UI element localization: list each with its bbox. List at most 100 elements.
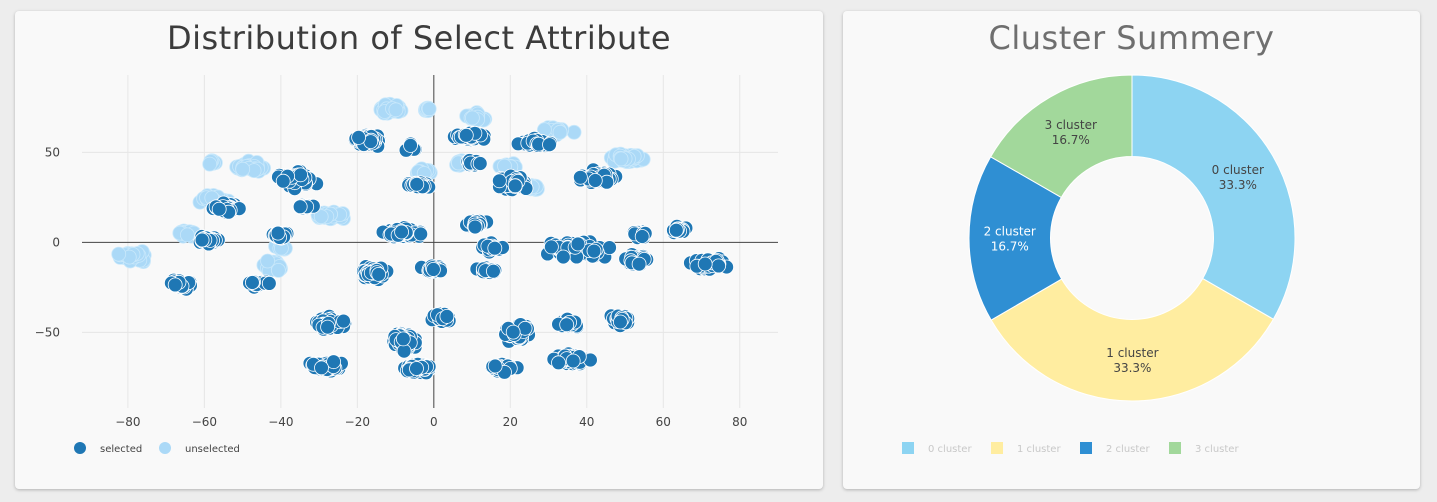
scatter-point-unselected xyxy=(270,262,286,278)
scatter-point-selected xyxy=(570,236,586,252)
scatter-point-selected xyxy=(395,331,411,347)
legend-label: 1 cluster xyxy=(1017,444,1061,455)
legend-label-unselected: unselected xyxy=(185,444,240,455)
scatter-point-selected xyxy=(551,355,566,371)
scatter-point-selected xyxy=(425,261,441,277)
scatter-point-selected xyxy=(314,360,329,376)
scatter-point-selected xyxy=(613,314,628,330)
legend-marker-selected xyxy=(74,442,86,454)
slice-percent-label: 16.7% xyxy=(991,239,1029,253)
scatter-legend[interactable]: selected unselected xyxy=(74,442,240,455)
legend-item-1[interactable]: 1 cluster xyxy=(991,442,1061,455)
scatter-point-selected xyxy=(275,173,291,189)
pie-slice-3[interactable] xyxy=(989,74,1133,199)
scatter-point-unselected xyxy=(313,209,329,225)
scatter-panel: Distribution of Select Attribute −80 −60−… xyxy=(15,11,823,489)
scatter-point-selected xyxy=(544,239,559,255)
legend-swatch xyxy=(991,442,1003,454)
scatter-point-selected xyxy=(697,256,713,272)
scatter-point-selected xyxy=(587,173,603,188)
scatter-point-unselected xyxy=(235,161,251,177)
scatter-point-unselected xyxy=(613,151,629,167)
scatter-point-selected xyxy=(409,361,424,376)
scatter-point-selected xyxy=(586,243,602,259)
scatter-point-selected xyxy=(293,167,309,183)
scatter-point-selected xyxy=(211,201,227,217)
legend-label: 0 cluster xyxy=(928,444,972,455)
pie-panel: Cluster Summery 0 cluster 33.3% 1 cluster 3… xyxy=(843,11,1420,489)
scatter-point-unselected xyxy=(421,101,437,117)
scatter-point-selected xyxy=(507,178,523,194)
slice-label: 1 cluster xyxy=(1106,346,1158,360)
scatter-point-selected xyxy=(326,354,342,370)
legend-item-unselected[interactable]: unselected xyxy=(159,442,240,455)
scatter-point-selected xyxy=(371,266,387,282)
scatter-plot[interactable]: −80 −60 −40 −20 0 20 40 60 80 50 0 −50 selected unsel… xyxy=(15,11,823,489)
legend-swatch xyxy=(1169,442,1181,454)
scatter-point-selected xyxy=(505,324,521,340)
legend-label: 2 cluster xyxy=(1106,444,1150,455)
pie-title: Cluster Summery xyxy=(988,19,1275,57)
scatter-point-selected xyxy=(320,319,336,335)
scatter-point-unselected xyxy=(179,227,195,243)
x-tick-label: 40 xyxy=(579,415,594,429)
legend-label: 3 cluster xyxy=(1195,444,1239,455)
scatter-point-selected xyxy=(261,275,277,291)
scatter-point-selected xyxy=(467,219,483,235)
scatter-point-unselected xyxy=(260,253,276,269)
pie-slice-2[interactable] xyxy=(968,156,1063,321)
legend-item-3[interactable]: 3 cluster xyxy=(1169,442,1239,455)
scatter-point-selected xyxy=(573,169,588,185)
scatter-point-selected xyxy=(439,308,455,324)
legend-swatch xyxy=(1080,442,1092,454)
x-tick-label: 80 xyxy=(732,415,747,429)
scatter-point-selected xyxy=(491,173,507,189)
scatter-point-unselected xyxy=(552,124,568,140)
legend-item-selected[interactable]: selected xyxy=(74,442,142,455)
scatter-point-selected xyxy=(194,232,210,248)
legend-item-0[interactable]: 0 cluster xyxy=(902,442,972,455)
scatter-title: Distribution of Select Attribute xyxy=(166,19,672,57)
y-tick-label: 0 xyxy=(52,235,60,249)
x-tick-label: 60 xyxy=(656,415,671,429)
scatter-point-unselected xyxy=(388,102,404,118)
scatter-point-selected xyxy=(634,229,650,244)
y-tick-label: −50 xyxy=(35,325,60,339)
slice-label: 3 cluster xyxy=(1045,118,1097,132)
scatter-point-unselected xyxy=(202,156,218,172)
scatter-point-selected xyxy=(542,137,557,153)
scatter-point-selected xyxy=(413,226,429,242)
scatter-point-unselected xyxy=(111,246,127,262)
scatter-point-selected xyxy=(270,225,286,241)
slice-percent-label: 33.3% xyxy=(1113,361,1151,375)
scatter-point-unselected xyxy=(464,110,480,126)
legend-marker-unselected xyxy=(159,442,171,454)
scatter-point-selected xyxy=(244,275,260,290)
scatter-point-selected xyxy=(559,317,575,333)
x-tick-label: −40 xyxy=(268,415,293,429)
legend-item-2[interactable]: 2 cluster xyxy=(1080,442,1150,455)
legend-label-selected: selected xyxy=(100,444,142,455)
scatter-point-selected xyxy=(555,249,571,265)
scatter-point-selected xyxy=(668,222,684,238)
series-selected xyxy=(163,125,734,381)
slice-percent-label: 16.7% xyxy=(1052,133,1090,147)
scatter-point-selected xyxy=(167,277,183,293)
scatter-point-selected xyxy=(394,224,410,240)
x-tick-label: −20 xyxy=(345,415,370,429)
slice-label: 2 cluster xyxy=(984,224,1036,238)
scatter-point-selected xyxy=(403,137,418,153)
pie-slice-0[interactable] xyxy=(1131,74,1296,320)
legend-swatch xyxy=(902,442,914,454)
x-tick-label: 20 xyxy=(503,415,518,429)
scatter-point-selected xyxy=(351,130,367,145)
series-unselected xyxy=(111,96,651,279)
scatter-point-selected xyxy=(631,256,647,272)
pie-slice-1[interactable] xyxy=(990,277,1275,402)
pie-legend[interactable]: 0 cluster 1 cluster 2 cluster 3 cluster xyxy=(902,442,1239,455)
scatter-point-selected xyxy=(565,353,581,369)
x-tick-label: −80 xyxy=(115,415,140,429)
scatter-point-selected xyxy=(485,263,501,279)
scatter-point-selected xyxy=(472,156,488,171)
